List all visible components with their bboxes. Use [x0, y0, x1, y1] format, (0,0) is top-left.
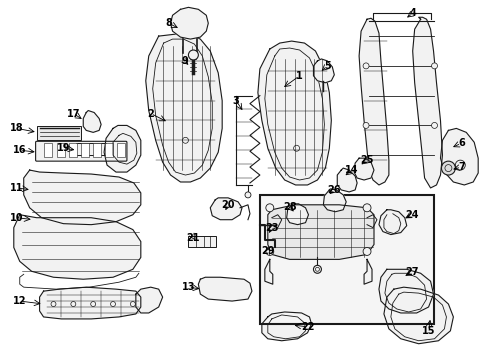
Circle shape [265, 204, 273, 212]
Bar [93, 143, 101, 157]
Text: 15: 15 [421, 326, 434, 336]
Text: 5: 5 [324, 61, 330, 71]
Polygon shape [353, 158, 373, 180]
Circle shape [441, 161, 454, 175]
Bar [76, 143, 106, 155]
Polygon shape [364, 260, 371, 284]
Text: 28: 28 [282, 202, 296, 212]
Polygon shape [412, 17, 442, 188]
Polygon shape [136, 287, 163, 313]
Text: 13: 13 [182, 282, 195, 292]
Polygon shape [383, 287, 452, 344]
Polygon shape [267, 205, 373, 260]
Text: 21: 21 [186, 233, 200, 243]
Text: 11: 11 [10, 183, 23, 193]
Bar [259, 195, 433, 324]
Circle shape [244, 192, 250, 198]
Circle shape [265, 247, 273, 255]
Bar [105, 143, 113, 157]
Text: 7: 7 [457, 162, 464, 172]
Polygon shape [83, 111, 101, 132]
Polygon shape [264, 260, 272, 284]
Bar [57, 143, 65, 157]
Text: 17: 17 [66, 108, 80, 118]
Polygon shape [262, 312, 311, 341]
Polygon shape [257, 41, 331, 185]
Polygon shape [286, 204, 308, 225]
Text: 23: 23 [264, 222, 278, 233]
Text: 29: 29 [261, 247, 274, 256]
Polygon shape [210, 198, 242, 220]
Text: 12: 12 [13, 296, 26, 306]
Polygon shape [378, 269, 433, 313]
Polygon shape [358, 18, 388, 185]
Polygon shape [378, 210, 406, 235]
Polygon shape [337, 168, 356, 192]
Bar [188, 235, 216, 247]
Polygon shape [145, 34, 222, 182]
Circle shape [362, 204, 370, 212]
Text: 6: 6 [457, 138, 464, 148]
Circle shape [431, 122, 437, 129]
Circle shape [362, 122, 368, 129]
FancyBboxPatch shape [36, 141, 127, 161]
Bar [37, 126, 81, 140]
Circle shape [362, 63, 368, 69]
Text: 22: 22 [300, 322, 314, 332]
Polygon shape [170, 7, 208, 39]
Bar [43, 143, 51, 157]
Text: 14: 14 [345, 165, 358, 175]
Text: 19: 19 [57, 143, 70, 153]
Bar [81, 143, 89, 157]
Polygon shape [313, 59, 334, 83]
Text: 20: 20 [221, 200, 234, 210]
Circle shape [188, 50, 198, 60]
Text: 16: 16 [13, 145, 26, 155]
Circle shape [313, 265, 321, 273]
Polygon shape [24, 170, 141, 225]
Circle shape [431, 63, 437, 69]
Text: 4: 4 [408, 8, 415, 18]
Text: 9: 9 [181, 56, 187, 66]
Text: 18: 18 [10, 123, 23, 134]
Text: 24: 24 [404, 210, 418, 220]
Polygon shape [104, 125, 141, 172]
Text: 27: 27 [404, 267, 418, 277]
Bar [69, 143, 77, 157]
Text: 8: 8 [165, 18, 172, 28]
Text: 3: 3 [232, 96, 239, 105]
Text: 1: 1 [296, 71, 303, 81]
Polygon shape [40, 287, 141, 319]
Text: 26: 26 [327, 185, 340, 195]
Polygon shape [198, 277, 251, 301]
Polygon shape [440, 129, 477, 185]
Polygon shape [323, 189, 346, 212]
Text: 2: 2 [147, 108, 154, 118]
Polygon shape [14, 215, 141, 279]
Circle shape [362, 247, 370, 255]
Text: 25: 25 [360, 155, 373, 165]
Text: 10: 10 [10, 213, 23, 223]
Bar [117, 143, 124, 157]
